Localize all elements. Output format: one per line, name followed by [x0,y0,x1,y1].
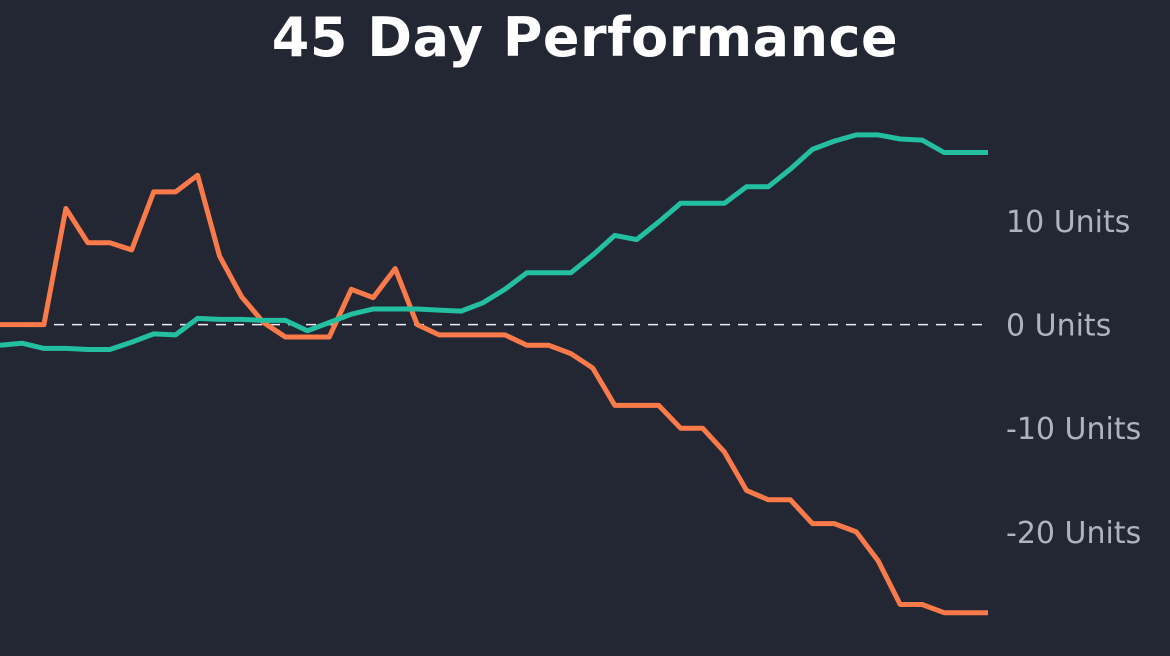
y-tick-label: -20 Units [1006,516,1141,551]
series-line-1 [0,172,988,616]
y-tick-label: 10 Units [1006,205,1130,240]
y-tick-label: -10 Units [1006,412,1141,447]
y-tick-label: 0 Units [1006,309,1111,344]
chart-title: 45 Day Performance [271,6,899,69]
series-line-2 [0,132,988,352]
y-axis-ticks: 10 Units 0 Units -10 Units -20 Units [1006,205,1141,551]
series-layer [0,132,988,616]
